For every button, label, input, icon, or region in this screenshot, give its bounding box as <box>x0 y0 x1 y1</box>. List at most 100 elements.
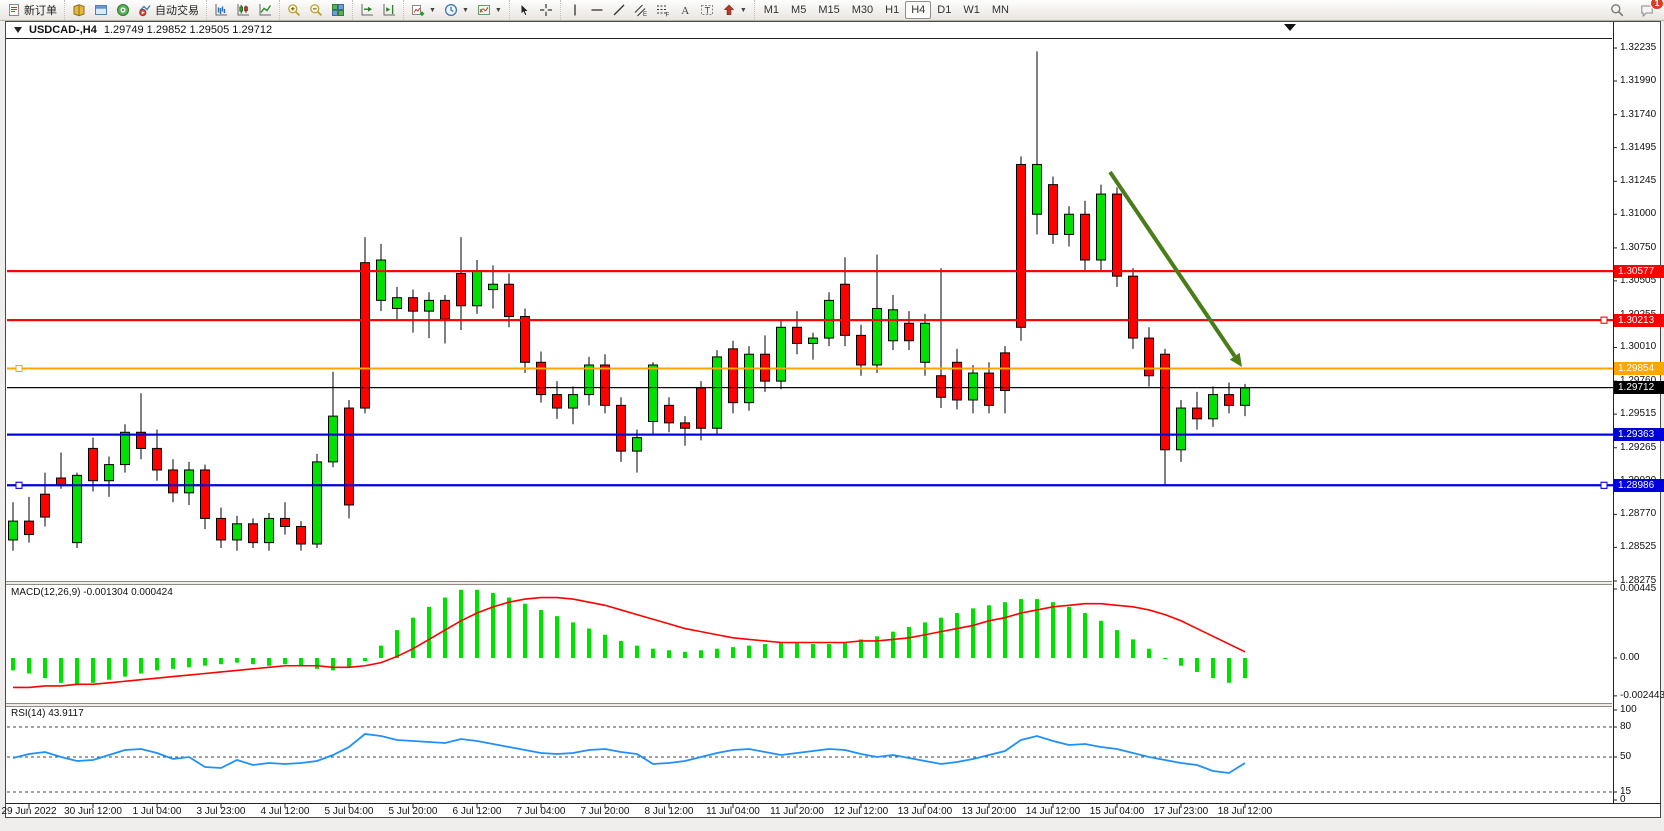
toolbar-group <box>508 0 560 20</box>
chart-shift-marker-icon[interactable] <box>1284 24 1296 31</box>
crosshair-icon <box>539 3 553 17</box>
fibonacci-button[interactable]: F <box>652 1 674 20</box>
timeframe-m30-button[interactable]: M30 <box>846 1 879 19</box>
macd-histogram-bar <box>795 642 799 658</box>
macd-histogram-bar <box>587 628 591 658</box>
zoom-out-icon <box>309 3 323 17</box>
notifications-button[interactable]: 1 <box>1636 0 1664 20</box>
candle-body <box>1128 275 1138 339</box>
tile-windows-button[interactable] <box>327 1 349 20</box>
chart-title-bar: USDCAD-,H4 1.29749 1.29852 1.29505 1.297… <box>6 22 1606 38</box>
candle-body <box>1240 387 1250 406</box>
dropdown-arrow-icon[interactable]: ▼ <box>494 6 502 14</box>
candle-body <box>888 309 898 342</box>
dropdown-arrow-icon[interactable]: ▼ <box>429 6 436 14</box>
equidistant-channel-button[interactable]: E <box>630 1 652 20</box>
candle-body <box>984 372 994 406</box>
indicators-button[interactable]: ▼ <box>407 1 440 20</box>
line-anchor-handle[interactable] <box>15 364 23 372</box>
bar-chart-mode-button[interactable] <box>210 1 232 20</box>
candle-body <box>24 520 34 536</box>
candle-body <box>776 326 786 382</box>
vline-icon <box>568 3 582 17</box>
timeframe-h1-button[interactable]: H1 <box>879 1 905 19</box>
chart-list-button[interactable] <box>68 1 90 20</box>
price-scale-divider <box>1613 22 1614 803</box>
trend-arrow-object[interactable] <box>1108 170 1237 358</box>
candle-body <box>72 474 82 544</box>
candle-body <box>1144 337 1154 377</box>
text-button[interactable]: A <box>674 1 696 20</box>
toolbar-group: 新订单 <box>0 0 64 20</box>
macd-histogram-bar <box>443 597 447 658</box>
macd-histogram-bar <box>187 658 191 668</box>
candle-body <box>904 322 914 342</box>
dropdown-arrow-icon[interactable]: ▼ <box>739 6 747 14</box>
candle-body <box>792 326 802 344</box>
vertical-line-button[interactable] <box>564 1 586 20</box>
channel-icon: E <box>634 3 648 17</box>
candle-body <box>1064 213 1074 235</box>
auto-scroll-button[interactable] <box>356 1 378 20</box>
macd-histogram-bar <box>459 589 463 658</box>
timeframe-mn-button[interactable]: MN <box>986 1 1015 19</box>
algo-trading-button[interactable]: 自动交易 <box>134 1 203 20</box>
candle-body <box>1016 163 1026 328</box>
toolbar-right: 1 <box>1606 0 1664 20</box>
macd-pane-separator[interactable] <box>6 581 1612 585</box>
templates-button[interactable]: ▼ <box>473 1 506 20</box>
toolbar-group: ▼ ▼ ▼ <box>403 0 509 20</box>
macd-histogram-bar <box>171 658 175 669</box>
search-button[interactable] <box>1606 1 1628 20</box>
chart-symbol-period: USDCAD-,H4 <box>29 24 97 36</box>
timeframe-w1-button[interactable]: W1 <box>957 1 986 19</box>
macd-histogram-bar <box>843 642 847 658</box>
candle-body <box>328 415 338 463</box>
line-anchor-handle[interactable] <box>1600 481 1608 489</box>
line-anchor-handle[interactable] <box>1600 316 1608 324</box>
bars-icon <box>214 3 228 17</box>
line-chart-mode-button[interactable] <box>254 1 276 20</box>
chart-menu-triangle-icon[interactable] <box>14 27 22 33</box>
candle-body <box>440 299 450 320</box>
timeframe-m15-button[interactable]: M15 <box>812 1 845 19</box>
rsi-pane-separator[interactable] <box>6 703 1612 707</box>
text-icon: A <box>678 3 692 17</box>
timeframe-d1-button[interactable]: D1 <box>931 1 957 19</box>
chart-window[interactable] <box>5 21 1661 818</box>
chart-shift-button[interactable] <box>378 1 400 20</box>
candle-body <box>472 270 482 307</box>
macd-histogram-bar <box>123 658 127 677</box>
candlestick-mode-button[interactable] <box>232 1 254 20</box>
macd-histogram-bar <box>1051 602 1055 658</box>
new-order-button[interactable]: 新订单 <box>3 1 61 20</box>
candle-body <box>728 348 738 404</box>
text-label-button[interactable]: T <box>696 1 718 20</box>
macd-histogram-bar <box>139 658 143 674</box>
timeframe-m1-button[interactable]: M1 <box>758 1 785 19</box>
trendline-button[interactable] <box>608 1 630 20</box>
dropdown-arrow-icon[interactable]: ▼ <box>461 6 469 14</box>
macd-histogram-bar <box>651 648 655 658</box>
data-window-button[interactable] <box>90 1 112 20</box>
horizontal-line-button[interactable] <box>586 1 608 20</box>
zoom-out-button[interactable] <box>305 1 327 20</box>
arrows-button[interactable]: ▼ <box>718 1 751 20</box>
line-anchor-handle[interactable] <box>15 481 23 489</box>
timeframe-h4-button[interactable]: H4 <box>905 1 932 19</box>
hline-icon <box>590 3 604 17</box>
periods-button[interactable]: ▼ <box>440 1 473 20</box>
navigator-button[interactable] <box>112 1 134 20</box>
candle-body <box>552 394 562 409</box>
zoom-in-button[interactable] <box>283 1 305 20</box>
timeframe-m5-button[interactable]: M5 <box>785 1 812 19</box>
macd-histogram-bar <box>1195 658 1199 672</box>
candle-body <box>648 364 658 423</box>
title-separator <box>6 38 1612 39</box>
macd-histogram-bar <box>1243 658 1247 679</box>
svg-text:A: A <box>681 5 689 17</box>
cursor-button[interactable] <box>513 1 535 20</box>
crosshair-button[interactable] <box>535 1 557 20</box>
candle-body <box>312 461 322 545</box>
